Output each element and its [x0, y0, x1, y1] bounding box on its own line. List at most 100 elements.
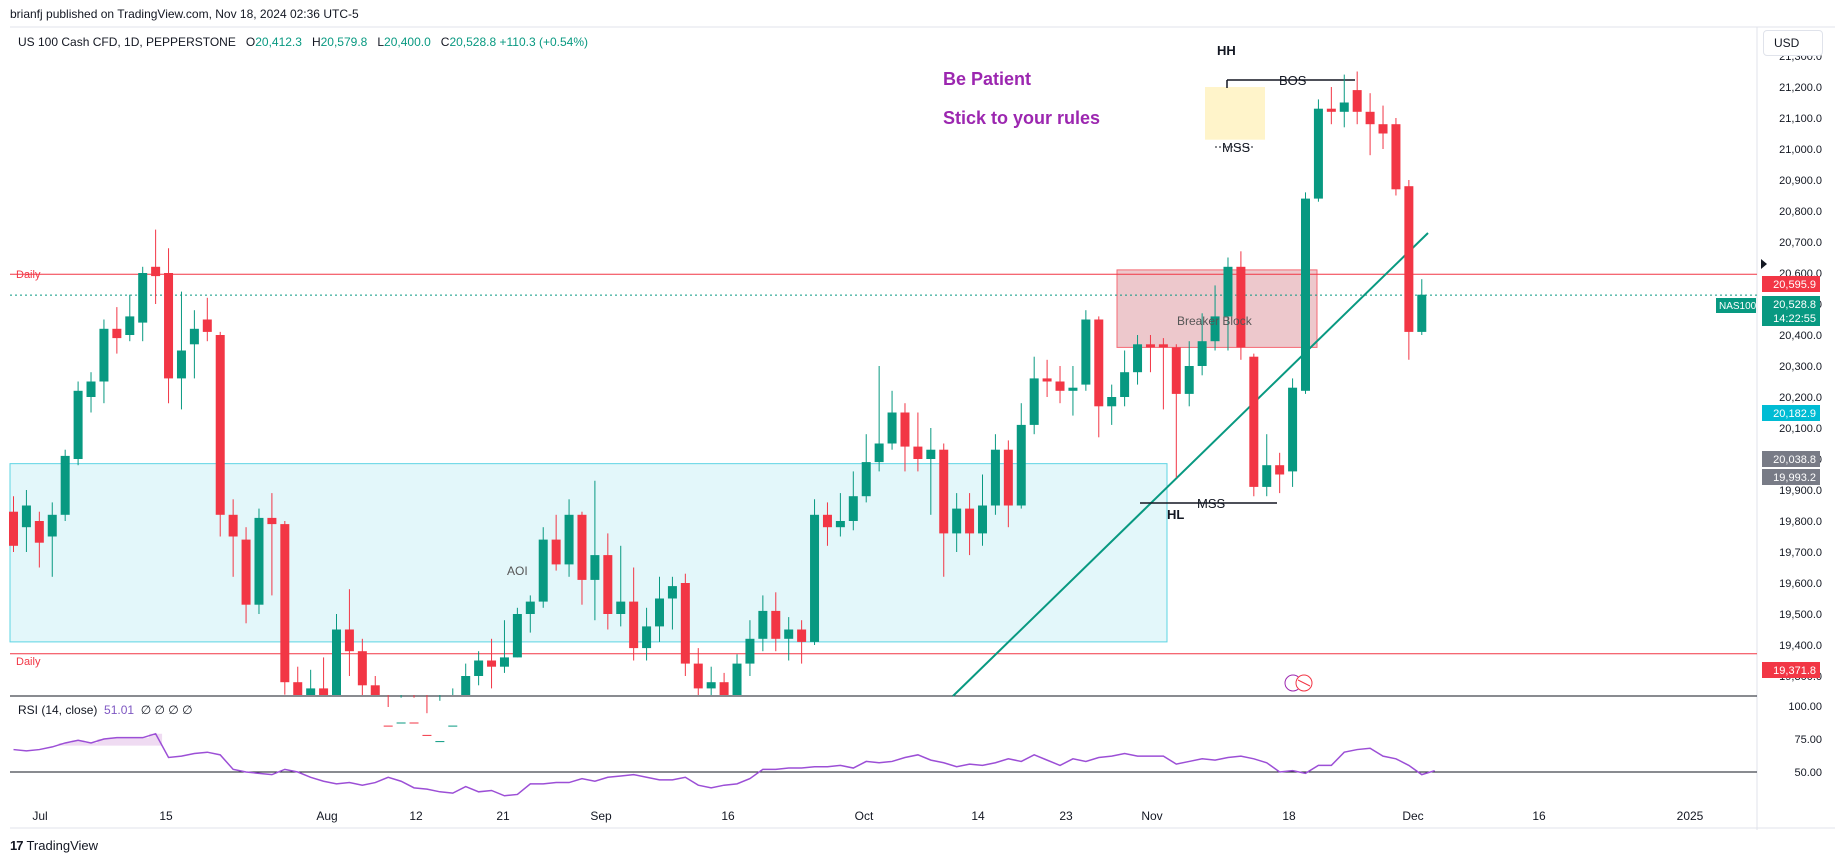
candle-body [590, 555, 600, 580]
candle-body [848, 496, 858, 521]
time-tick-label: 18 [1282, 809, 1296, 823]
trendline[interactable] [952, 232, 1429, 697]
time-tick-label: 16 [1532, 809, 1546, 823]
candle-body [1301, 198, 1310, 391]
time-tick-label: 12 [409, 809, 423, 823]
candle-body [874, 443, 884, 463]
candle-body [151, 266, 161, 277]
candle-body [1107, 397, 1117, 407]
candle-body [487, 660, 497, 667]
price-tag-bg [1762, 451, 1820, 467]
hl-label: HL [1167, 507, 1184, 522]
candle-body [1249, 356, 1259, 487]
candle-body [667, 586, 677, 599]
candle-body [241, 539, 251, 605]
price-tick-label: 21,100.0 [1779, 113, 1822, 125]
candle-body [267, 517, 277, 525]
breaker-block-label: Breaker Block [1177, 314, 1253, 328]
candle-body [577, 514, 587, 580]
candle-body [1365, 111, 1375, 125]
candle-body [332, 629, 341, 695]
brand-name: TradingView [26, 838, 99, 853]
candle-body [1275, 465, 1285, 475]
rsi-legend: RSI (14, close) 51.01 ∅ ∅ ∅ ∅ [18, 703, 193, 717]
candle-body [254, 517, 264, 605]
bos-range-box [1205, 87, 1265, 140]
candle-body [435, 741, 445, 743]
candle-body [551, 539, 561, 565]
candle-body [564, 514, 574, 565]
candle-body [383, 725, 393, 727]
tradingview-logo-icon: 17 [10, 838, 24, 853]
candle-body [125, 316, 135, 335]
price-tick-label: 20,400.0 [1779, 330, 1822, 342]
price-tick-label: 20,100.0 [1779, 423, 1822, 435]
footer-brand[interactable]: 17 TradingView [10, 838, 98, 853]
daily-level-label-top: Daily [16, 269, 41, 281]
time-tick-label: Nov [1141, 809, 1162, 823]
candle-body [758, 610, 768, 639]
scroll-marker-icon[interactable] [1761, 259, 1767, 269]
price-tag: 19,993.2 [1773, 472, 1816, 484]
candle-body [745, 638, 755, 664]
aoi-label: AOI [507, 564, 528, 578]
candle-body [189, 328, 199, 345]
candle-body [228, 514, 238, 537]
candle-body [887, 412, 897, 444]
price-tag-bg [1762, 469, 1820, 485]
rsi-label: RSI (14, close) [18, 703, 98, 717]
symbol-name: US 100 Cash CFD, 1D, PEPPERSTONE [18, 35, 236, 49]
candle-body [1288, 387, 1298, 472]
candle-body [1391, 124, 1401, 190]
price-tick-label: 19,400.0 [1779, 640, 1822, 652]
price-tag: 20,038.8 [1773, 454, 1816, 466]
candle-body [1016, 424, 1026, 506]
currency-button[interactable]: USD [1763, 30, 1823, 56]
low-label: L [377, 35, 385, 49]
price-tick-label: 19,500.0 [1779, 609, 1822, 621]
candle-body [616, 601, 626, 614]
close-label: C [440, 35, 450, 49]
candle-body [499, 657, 509, 667]
flag-stripe [1297, 679, 1311, 687]
aoi-zone [9, 463, 1168, 643]
candle-body [1339, 102, 1349, 112]
rsi-settings-icons[interactable]: ∅ ∅ ∅ ∅ [140, 703, 193, 717]
candle-body [1171, 347, 1181, 394]
price-tag: 20,182.9 [1773, 408, 1816, 420]
price-tick-label: 20,700.0 [1779, 237, 1822, 249]
candle-body [1326, 108, 1336, 112]
candle-body [693, 663, 703, 689]
candle-body [357, 651, 367, 686]
time-tick-label: 14 [971, 809, 985, 823]
candle-body [939, 449, 949, 534]
candle-body [1352, 90, 1362, 112]
candle-body [1081, 319, 1091, 385]
price-tag: 14:22:55 [1773, 313, 1816, 325]
time-tick-label: 2025 [1677, 809, 1704, 823]
time-tick-label: 15 [159, 809, 173, 823]
candle-body [99, 328, 109, 382]
time-tick-label: 21 [496, 809, 510, 823]
candle-body [1042, 378, 1052, 382]
candle-body [1029, 378, 1039, 425]
candle-body [344, 629, 354, 652]
candle-body [47, 514, 57, 537]
price-tag-bg [1762, 310, 1820, 326]
time-tick-label: Jul [32, 809, 47, 823]
candle-body [784, 629, 794, 639]
candle-body [512, 614, 522, 658]
price-tag-bg [1762, 276, 1820, 292]
time-tick-label: Aug [316, 809, 337, 823]
time-tick-label: 16 [721, 809, 735, 823]
price-tick-label: 20,800.0 [1779, 206, 1822, 218]
price-tag-bg [1762, 296, 1820, 312]
price-tick-label: 19,600.0 [1779, 578, 1822, 590]
candle-body [1313, 108, 1323, 199]
high-label: H [311, 35, 321, 49]
candle-body [1378, 124, 1388, 134]
candle-body [9, 511, 18, 546]
nas100-tag-bg [1716, 298, 1756, 313]
candle-body [642, 626, 652, 649]
